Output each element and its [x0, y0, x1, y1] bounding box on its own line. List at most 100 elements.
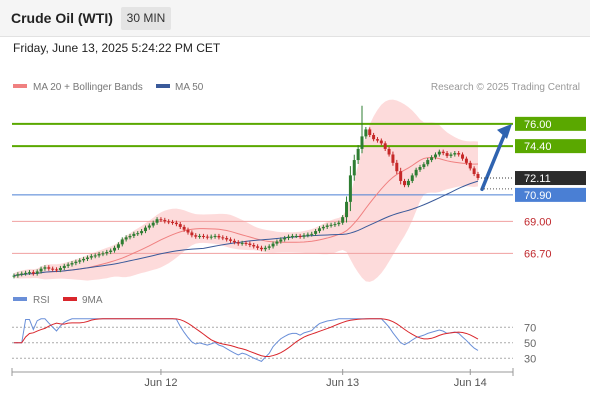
candle-body — [418, 167, 422, 170]
candle-body — [136, 233, 140, 235]
legend-rsi-swatch — [13, 297, 27, 301]
x-tick-label: Jun 12 — [144, 377, 177, 389]
candle-body — [306, 234, 310, 236]
candle-body — [472, 168, 476, 174]
legend-9ma-swatch — [63, 297, 77, 301]
candle-body — [128, 235, 132, 238]
candle-body — [387, 148, 391, 155]
candle-body — [113, 247, 117, 251]
candle-body — [441, 151, 445, 154]
bollinger-band — [14, 99, 478, 282]
candle-body — [58, 267, 62, 271]
candle-body — [298, 235, 302, 237]
candle-body — [433, 154, 437, 158]
timestamp: Friday, June 13, 2025 5:24:22 PM CET — [13, 41, 221, 55]
legend-ma50-swatch — [156, 84, 170, 88]
candle-body — [186, 229, 190, 233]
candle-body — [171, 222, 175, 224]
candle-body — [16, 274, 20, 276]
candle-body — [267, 246, 271, 248]
last-price-label: 72.11 — [524, 173, 551, 185]
candle-body — [151, 222, 155, 226]
timeframe-button[interactable]: 30 MIN — [121, 7, 171, 30]
instrument-title: Crude Oil (WTI) — [11, 10, 113, 26]
level-tag-76.00 — [515, 116, 586, 131]
candle-body — [167, 221, 171, 223]
candle-body — [287, 236, 291, 239]
candle-body — [74, 261, 78, 264]
candle-body — [395, 162, 399, 172]
candle-body — [248, 243, 252, 246]
rsi-tick-30: 30 — [524, 353, 536, 365]
candle-body — [256, 246, 260, 248]
candle-body — [403, 180, 407, 186]
candle-body — [201, 235, 205, 237]
candle-body — [468, 162, 472, 169]
candle-body — [364, 129, 368, 137]
level-label-69.00: 69.00 — [524, 216, 552, 228]
candle-body — [391, 154, 395, 163]
target-arrow-shaft — [480, 129, 508, 192]
candle-body — [198, 235, 202, 237]
level-label-66.70: 66.70 — [524, 248, 552, 260]
candle-body — [120, 239, 124, 245]
candle-body — [329, 224, 333, 226]
level-label-70.90: 70.90 — [524, 190, 552, 202]
rsi-ma-line — [14, 318, 479, 357]
target-arrow-head — [497, 123, 512, 139]
candle-body — [78, 260, 82, 262]
rsi-tick-70: 70 — [524, 322, 536, 334]
candle-body — [55, 269, 59, 271]
candle-body — [294, 235, 298, 237]
candle-body — [345, 201, 349, 218]
candle-body — [155, 219, 159, 223]
header-bar: Crude Oil (WTI) 30 MIN — [0, 0, 590, 37]
candle-body — [85, 257, 89, 259]
candle-body — [341, 217, 345, 223]
legend-rsi-label: RSI — [33, 295, 50, 306]
candle-body — [51, 268, 55, 270]
candle-body — [375, 139, 379, 141]
candle-body — [310, 233, 314, 235]
level-tag-74.40 — [515, 139, 586, 154]
x-tick-label: Jun 13 — [326, 377, 359, 389]
candle-body — [464, 158, 468, 163]
candle-body — [445, 153, 449, 156]
candle-body — [352, 160, 356, 176]
candle-body — [12, 275, 16, 277]
candle-body — [35, 271, 39, 274]
candle-body — [283, 238, 287, 240]
candle-body — [229, 239, 233, 241]
candle-body — [263, 247, 267, 250]
x-tick-label: Jun 14 — [454, 377, 487, 389]
candle-body — [368, 129, 372, 135]
candle-body — [252, 245, 256, 247]
candle-body — [109, 250, 113, 252]
candle-body — [422, 164, 426, 168]
candle-body — [205, 236, 209, 238]
candle-body — [461, 154, 465, 159]
candle-body — [356, 148, 360, 161]
candle-body — [271, 243, 275, 247]
candle-body — [399, 171, 403, 181]
candle-body — [337, 222, 341, 225]
candle-body — [213, 235, 217, 237]
candle-body — [24, 272, 28, 274]
rsi-tick-50: 50 — [524, 338, 536, 350]
candle-body — [333, 224, 337, 226]
candle-body — [225, 238, 229, 240]
candle-body — [360, 136, 364, 149]
candle-body — [383, 143, 387, 149]
candle-body — [132, 233, 136, 236]
candle-body — [410, 175, 414, 181]
candle-body — [240, 242, 244, 244]
candle-body — [279, 239, 283, 242]
candle-body — [453, 153, 457, 155]
candle-body — [302, 235, 306, 237]
candle-body — [221, 237, 225, 239]
legend-ma20-label: MA 20 + Bollinger Bands — [33, 82, 143, 93]
candle-body — [82, 258, 86, 261]
candle-body — [174, 222, 178, 225]
legend-ma20-swatch — [13, 84, 27, 88]
candle-body — [182, 226, 186, 230]
